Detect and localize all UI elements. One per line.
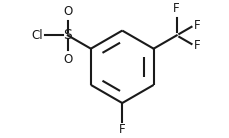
Text: O: O (63, 5, 72, 18)
Text: S: S (63, 28, 72, 42)
Text: O: O (63, 53, 72, 66)
Text: F: F (118, 123, 125, 136)
Text: Cl: Cl (31, 29, 43, 42)
Text: F: F (173, 2, 179, 15)
Text: F: F (193, 39, 200, 52)
Text: F: F (193, 19, 200, 32)
